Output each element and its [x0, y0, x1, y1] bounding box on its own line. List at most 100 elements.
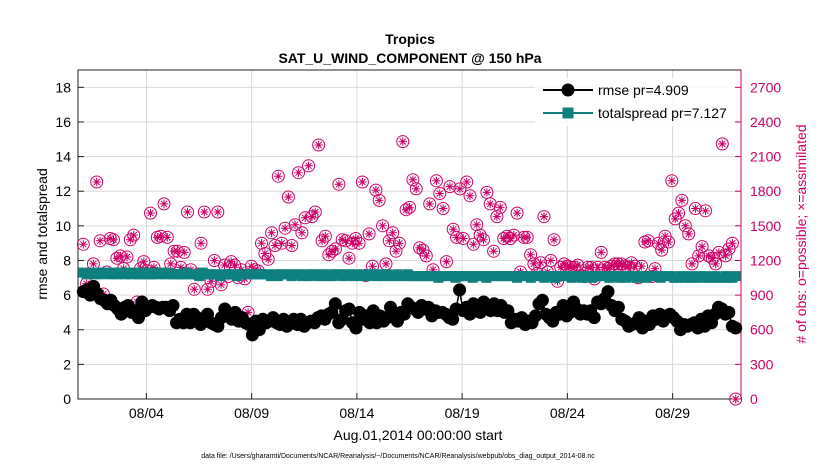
- obs-count-marker: [379, 257, 393, 271]
- obs-possible-circle: [409, 182, 423, 196]
- obs-possible-circle: [641, 234, 655, 248]
- obs-assimilated-cross: [243, 308, 253, 317]
- rmse-point: [587, 311, 601, 325]
- obs-count-marker: [460, 175, 474, 189]
- obs-count-marker: [544, 254, 558, 267]
- obs-possible-circle: [144, 206, 157, 220]
- obs-assimilated-cross: [684, 229, 693, 239]
- y-tick-label: 6: [63, 287, 71, 303]
- obs-possible-circle: [403, 200, 416, 214]
- obs-count-marker: [177, 245, 191, 259]
- x-tick-label: 08/19: [445, 405, 480, 421]
- obs-assimilated-cross: [92, 177, 101, 187]
- obs-possible-circle: [295, 226, 309, 240]
- obs-count-marker: [719, 249, 733, 263]
- obs-assimilated-cross: [731, 394, 740, 404]
- obs-possible-circle: [460, 175, 474, 189]
- obs-count-marker: [655, 243, 669, 257]
- x-tick-label: 08/09: [234, 405, 269, 421]
- obs-assimilated-cross: [586, 263, 596, 272]
- obs-count-marker: [433, 187, 447, 200]
- obs-possible-circle: [423, 197, 437, 211]
- obs-assimilated-cross: [368, 262, 377, 271]
- obs-possible-circle: [662, 235, 675, 249]
- obs-assimilated-cross: [640, 237, 650, 247]
- obs-assimilated-cross: [200, 207, 209, 217]
- obs-assimilated-cross: [395, 238, 404, 248]
- obs-assimilated-cross: [344, 254, 354, 263]
- obs-count-marker: [419, 249, 433, 263]
- obs-assimilated-cross: [220, 260, 229, 270]
- obs-assimilated-cross: [163, 233, 172, 242]
- obs-assimilated-cross: [226, 257, 236, 266]
- obs-assimilated-cross: [644, 236, 653, 246]
- obs-assimilated-cross: [422, 251, 431, 261]
- obs-count-marker: [413, 241, 427, 255]
- obs-assimilated-cross: [260, 249, 270, 258]
- obs-count-marker: [76, 237, 90, 251]
- y-right-tick-label: 300: [750, 356, 774, 372]
- obs-count-marker: [695, 240, 709, 254]
- obs-assimilated-cross: [536, 258, 545, 267]
- obs-count-marker: [157, 197, 171, 211]
- obs-assimilated-cross: [324, 250, 333, 259]
- obs-possible-circle: [308, 205, 322, 219]
- obs-possible-circle: [285, 239, 299, 252]
- obs-possible-circle: [107, 233, 120, 247]
- obs-count-marker: [224, 255, 238, 269]
- obs-assimilated-cross: [570, 263, 579, 272]
- obs-count-marker: [265, 226, 279, 240]
- obs-assimilated-cross: [539, 212, 549, 221]
- obs-possible-circle: [675, 193, 689, 207]
- obs-assimilated-cross: [449, 225, 458, 234]
- obs-count-marker: [688, 202, 702, 215]
- y-right-tick-label: 600: [750, 322, 774, 338]
- obs-possible-circle: [352, 236, 366, 250]
- obs-possible-circle: [382, 234, 396, 248]
- obs-possible-circle: [120, 250, 134, 264]
- obs-assimilated-cross: [496, 203, 505, 212]
- obs-possible-circle: [429, 174, 443, 188]
- obs-possible-circle: [725, 236, 739, 250]
- obs-possible-circle: [201, 282, 215, 296]
- totalspread-series: [78, 267, 741, 283]
- obs-assimilated-cross: [465, 191, 475, 201]
- y-tick-label: 2: [63, 356, 71, 372]
- axes: 0 2 4 6 8 10 12 14 16 18 0 300 600 900 1200 1500 1800 210…: [55, 70, 781, 421]
- obs-assimilated-cross: [607, 262, 616, 271]
- obs-count-marker: [507, 228, 521, 242]
- obs-assimilated-cross: [331, 244, 340, 254]
- obs-possible-circle: [329, 242, 342, 256]
- obs-count-marker: [429, 174, 443, 188]
- obs-assimilated-cross: [418, 245, 428, 255]
- obs-possible-circle: [436, 202, 450, 215]
- obs-assimilated-cross: [654, 238, 663, 248]
- obs-count-marker: [271, 169, 285, 183]
- obs-assimilated-cross: [687, 259, 697, 269]
- obs-assimilated-cross: [398, 137, 407, 146]
- obs-assimilated-cross: [166, 259, 175, 269]
- obs-count-marker: [342, 251, 356, 265]
- obs-count-marker: [376, 219, 390, 233]
- rmse-point: [166, 299, 180, 312]
- obs-assimilated-cross: [671, 214, 680, 224]
- obs-assimilated-cross: [391, 246, 401, 256]
- obs-possible-circle: [292, 166, 305, 180]
- obs-count-marker: [682, 227, 696, 241]
- obs-count-marker: [194, 236, 208, 250]
- obs-assimilated-cross: [512, 208, 522, 218]
- obs-possible-circle: [729, 392, 743, 406]
- obs-assimilated-cross: [708, 254, 717, 263]
- obs-assimilated-cross: [617, 259, 626, 269]
- obs-possible-circle: [271, 169, 285, 183]
- obs-possible-circle: [362, 227, 376, 241]
- y-axis-right-label: # of obs: o=possible; ×=assimilated: [793, 124, 809, 343]
- obs-count-marker: [678, 219, 692, 233]
- obs-count-marker: [446, 222, 460, 236]
- obs-count-marker: [685, 257, 699, 271]
- obs-count-marker: [396, 135, 410, 149]
- obs-count-marker: [537, 210, 551, 224]
- obs-count-marker: [729, 392, 743, 406]
- obs-assimilated-cross: [704, 251, 713, 261]
- obs-assimilated-cross: [267, 228, 276, 238]
